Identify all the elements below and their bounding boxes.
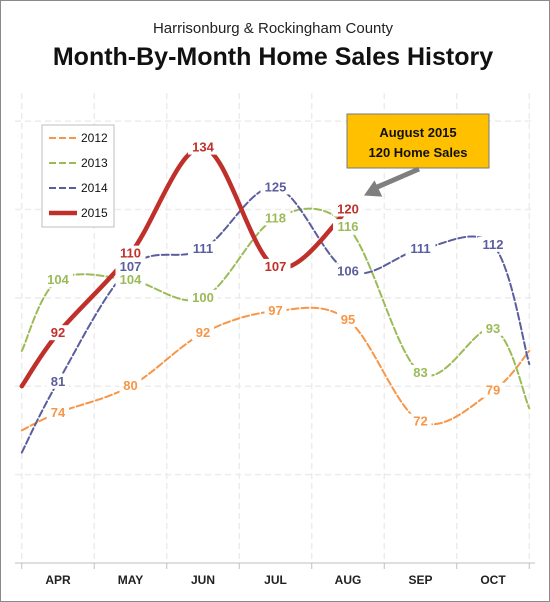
data-label-bg xyxy=(192,325,214,341)
data-label: 79 xyxy=(486,383,500,398)
data-label-bg xyxy=(482,382,504,398)
x-tick-label: MAY xyxy=(118,573,144,587)
data-label: 104 xyxy=(120,272,142,287)
data-label: 110 xyxy=(120,246,141,261)
data-label: 95 xyxy=(341,312,355,327)
data-label-bg xyxy=(405,241,436,257)
data-label: 81 xyxy=(51,374,65,389)
callout-line-1: August 2015 xyxy=(379,125,456,140)
data-label: 93 xyxy=(486,321,500,336)
data-label-bg xyxy=(47,404,69,420)
x-tick-label: AUG xyxy=(335,573,362,587)
callout-arrow-head xyxy=(364,180,383,197)
data-label: 100 xyxy=(192,290,214,305)
data-label: 111 xyxy=(193,241,213,256)
x-tick-label: SEP xyxy=(408,573,432,587)
data-label-bg xyxy=(115,258,146,274)
callout-arrow-shaft xyxy=(373,166,420,191)
data-label-bg xyxy=(115,272,146,288)
data-label-bg xyxy=(260,179,291,195)
legend: 2012 2013 2014 2015 xyxy=(41,124,115,228)
series-line-2012 xyxy=(20,306,531,432)
data-label: 92 xyxy=(196,325,210,340)
data-label-bg xyxy=(260,258,291,274)
data-label: 106 xyxy=(337,263,359,278)
data-label-bg xyxy=(478,236,508,252)
data-label-bg xyxy=(333,263,363,279)
data-label-bg xyxy=(188,139,218,155)
data-label-bg xyxy=(260,210,291,226)
data-label-bg xyxy=(409,413,432,429)
data-label: 134 xyxy=(192,140,214,155)
data-label: 83 xyxy=(413,365,427,380)
data-label: 107 xyxy=(120,259,142,274)
data-label: 118 xyxy=(265,210,286,225)
data-label: 111 xyxy=(410,241,430,256)
data-label: 80 xyxy=(123,378,137,393)
data-label-bg xyxy=(333,201,363,217)
legend-label-2012: 2012 xyxy=(81,131,108,145)
legend-label-2015: 2015 xyxy=(81,206,108,220)
data-label: 104 xyxy=(47,272,69,287)
data-label: 72 xyxy=(413,414,427,429)
data-label-bg xyxy=(47,373,69,389)
data-label-bg xyxy=(119,378,142,394)
data-label: 112 xyxy=(483,237,504,252)
data-label: 97 xyxy=(268,303,282,318)
data-label: 107 xyxy=(265,259,287,274)
data-label-bg xyxy=(482,320,504,336)
chart-subtitle: Harrisonburg & Rockingham County xyxy=(153,20,394,37)
legend-label-2014: 2014 xyxy=(81,181,108,195)
x-tick-label: JUN xyxy=(191,573,215,587)
data-label-bg xyxy=(43,272,73,288)
data-label-bg xyxy=(409,364,432,380)
data-label: 74 xyxy=(51,405,66,420)
callout: August 2015 120 Home Sales xyxy=(346,113,490,197)
data-label-bg xyxy=(333,219,363,235)
chart-title: Month-By-Month Home Sales History xyxy=(53,43,493,71)
data-label: 120 xyxy=(337,201,359,216)
x-tick-label: APR xyxy=(45,573,71,587)
data-label-bg xyxy=(264,303,287,319)
data-label-bg xyxy=(47,325,69,341)
data-label-bg xyxy=(115,245,146,261)
x-axis: APR MAY JUN JUL AUG SEP OCT xyxy=(15,562,535,587)
data-label: 116 xyxy=(338,219,359,234)
legend-label-2013: 2013 xyxy=(81,156,108,170)
callout-box xyxy=(346,113,490,169)
data-label-bg xyxy=(188,241,218,257)
callout-line-2: 120 Home Sales xyxy=(368,145,467,160)
data-label: 125 xyxy=(265,179,287,194)
data-label: 92 xyxy=(51,325,65,340)
data-label-bg xyxy=(188,289,218,305)
x-tick-label: OCT xyxy=(480,573,506,587)
x-tick-label: JUL xyxy=(264,573,287,587)
data-label-bg xyxy=(337,311,359,327)
legend-box xyxy=(41,124,115,228)
